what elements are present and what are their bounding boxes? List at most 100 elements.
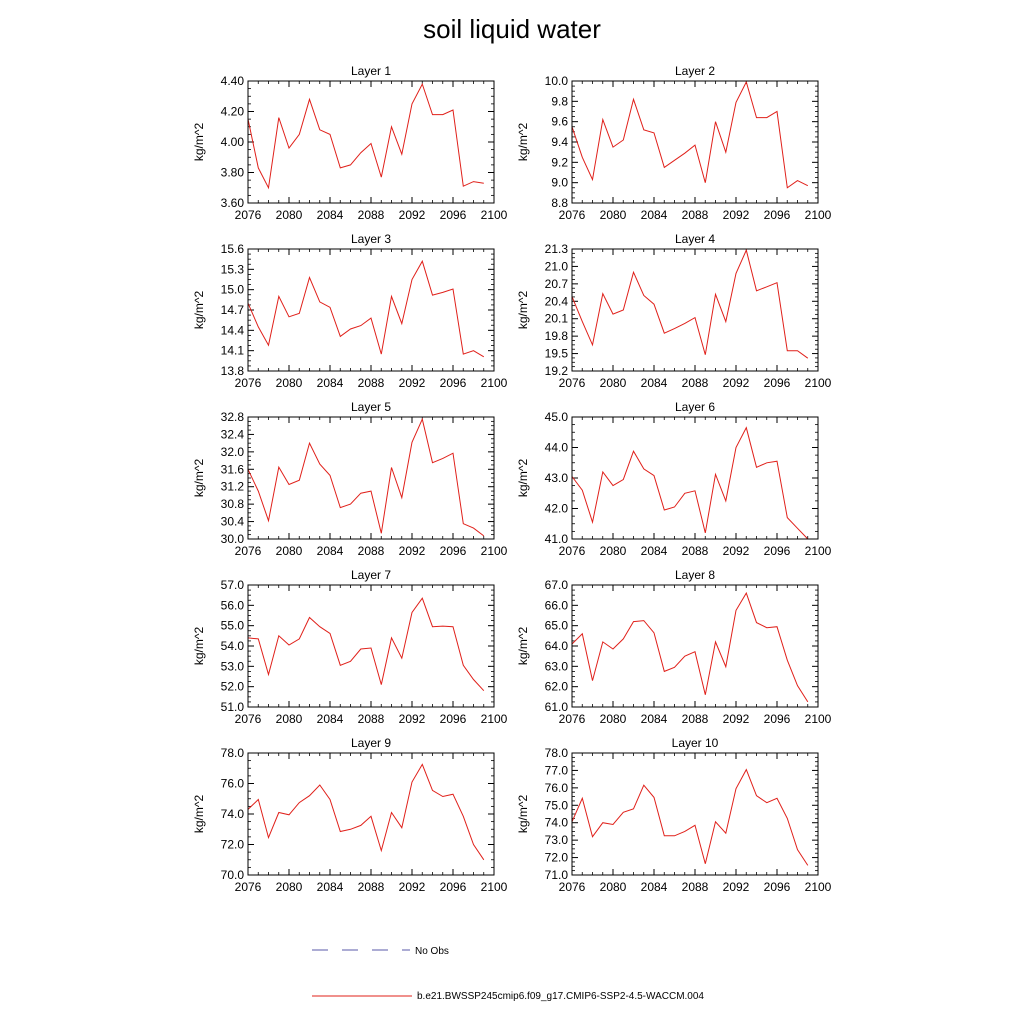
panel-title: Layer 3 bbox=[351, 232, 391, 246]
panel-title: Layer 2 bbox=[675, 64, 715, 78]
x-tick-label: 2092 bbox=[399, 376, 426, 390]
plot-frame bbox=[247, 80, 495, 204]
y-tick-label: 66.0 bbox=[545, 598, 569, 612]
y-axis-label: kg/m^2 bbox=[192, 459, 206, 498]
y-tick-label: 30.8 bbox=[221, 497, 245, 511]
y-tick-label: 64.0 bbox=[545, 639, 569, 653]
x-tick-label: 2084 bbox=[641, 712, 668, 726]
y-tick-label: 74.0 bbox=[221, 807, 245, 821]
y-axis-label: kg/m^2 bbox=[516, 627, 530, 666]
series-line bbox=[571, 591, 809, 703]
y-tick-label: 30.4 bbox=[221, 515, 245, 529]
x-tick-label: 2088 bbox=[358, 208, 385, 222]
y-tick-label: 61.0 bbox=[545, 700, 569, 714]
y-tick-label: 31.6 bbox=[221, 462, 245, 476]
y-tick-label: 45.0 bbox=[545, 410, 569, 424]
x-tick-label: 2080 bbox=[276, 712, 303, 726]
panel-title: Layer 5 bbox=[351, 400, 391, 414]
y-tick-label: 76.0 bbox=[221, 777, 245, 791]
y-tick-label: 32.0 bbox=[221, 445, 245, 459]
y-tick-label: 44.0 bbox=[545, 441, 569, 455]
x-tick-label: 2076 bbox=[559, 376, 586, 390]
x-tick-label: 2100 bbox=[805, 712, 832, 726]
y-tick-label: 19.5 bbox=[545, 347, 569, 361]
y-tick-label: 20.4 bbox=[545, 294, 569, 308]
series-line bbox=[571, 768, 809, 866]
x-tick-label: 2076 bbox=[235, 544, 262, 558]
panel-title: Layer 6 bbox=[675, 400, 715, 414]
x-tick-label: 2080 bbox=[276, 208, 303, 222]
x-tick-label: 2076 bbox=[559, 544, 586, 558]
y-tick-label: 51.0 bbox=[221, 700, 245, 714]
x-tick-label: 2080 bbox=[276, 376, 303, 390]
legend-obs-label: No Obs bbox=[415, 946, 449, 957]
x-tick-label: 2084 bbox=[317, 208, 344, 222]
y-tick-label: 52.0 bbox=[221, 680, 245, 694]
plot-frame bbox=[571, 752, 819, 876]
x-tick-label: 2100 bbox=[481, 376, 508, 390]
y-tick-label: 15.0 bbox=[221, 283, 245, 297]
panel-title: Layer 1 bbox=[351, 64, 391, 78]
x-tick-label: 2096 bbox=[764, 712, 791, 726]
series-line bbox=[247, 82, 484, 190]
x-tick-label: 2076 bbox=[559, 712, 586, 726]
y-tick-label: 15.6 bbox=[221, 242, 245, 256]
x-tick-label: 2092 bbox=[723, 376, 750, 390]
plot-frame bbox=[571, 248, 819, 372]
y-tick-label: 10.0 bbox=[545, 74, 569, 88]
y-axis-label: kg/m^2 bbox=[192, 795, 206, 834]
x-tick-label: 2096 bbox=[764, 376, 791, 390]
y-tick-label: 75.0 bbox=[545, 798, 569, 812]
plot-frame bbox=[571, 584, 819, 708]
y-axis-label: kg/m^2 bbox=[192, 291, 206, 330]
x-tick-label: 2100 bbox=[805, 544, 832, 558]
x-tick-label: 2088 bbox=[358, 712, 385, 726]
panel-layer-1: Layer 1 kg/m^2 2076 2080 2084 2088 2092 2096 210… bbox=[192, 64, 508, 222]
panel-layer-4: Layer 4 kg/m^2 2076 2080 2084 2088 2092 2096 210… bbox=[516, 232, 832, 390]
panel-title: Layer 9 bbox=[351, 736, 391, 750]
y-tick-label: 9.6 bbox=[551, 115, 568, 129]
y-tick-label: 31.2 bbox=[221, 480, 245, 494]
legend: No Obs b.e21.BWSSP245cmip6.f09_g17.CMIP6-… bbox=[312, 946, 704, 1002]
y-tick-label: 32.8 bbox=[221, 410, 245, 424]
y-tick-label: 21.3 bbox=[545, 242, 569, 256]
panel-title: Layer 10 bbox=[672, 736, 719, 750]
panel-layer-8: Layer 8 kg/m^2 2076 2080 2084 2088 2092 2096 210… bbox=[516, 568, 832, 726]
x-tick-label: 2100 bbox=[805, 880, 832, 894]
y-tick-label: 20.1 bbox=[545, 312, 569, 326]
panel-layer-3: Layer 3 kg/m^2 2076 2080 2084 2088 2092 2096 210… bbox=[192, 232, 508, 390]
x-tick-label: 2076 bbox=[559, 880, 586, 894]
panel-layer-10: Layer 10 kg/m^2 2076 2080 2084 2088 2092 2096 21… bbox=[516, 736, 832, 894]
x-tick-label: 2088 bbox=[682, 208, 709, 222]
y-tick-label: 3.60 bbox=[221, 196, 245, 210]
panel-title: Layer 8 bbox=[675, 568, 715, 582]
y-tick-label: 9.4 bbox=[551, 135, 568, 149]
y-axis-label: kg/m^2 bbox=[516, 795, 530, 834]
x-tick-label: 2100 bbox=[481, 208, 508, 222]
panel-layer-7: Layer 7 kg/m^2 2076 2080 2084 2088 2092 2096 210… bbox=[192, 568, 508, 726]
x-tick-label: 2080 bbox=[600, 376, 627, 390]
legend-model-label: b.e21.BWSSP245cmip6.f09_g17.CMIP6-SSP2-4… bbox=[417, 991, 704, 1002]
plot-frame bbox=[247, 584, 495, 708]
panel-layer-6: Layer 6 kg/m^2 2076 2080 2084 2088 2092 2096 210… bbox=[516, 400, 832, 558]
y-tick-label: 43.0 bbox=[545, 471, 569, 485]
x-tick-label: 2084 bbox=[317, 376, 344, 390]
y-tick-label: 20.7 bbox=[545, 277, 569, 291]
x-tick-label: 2092 bbox=[723, 208, 750, 222]
chart-title: soil liquid water bbox=[423, 14, 601, 44]
x-tick-label: 2096 bbox=[764, 544, 791, 558]
y-tick-label: 56.0 bbox=[221, 598, 245, 612]
x-tick-label: 2088 bbox=[682, 712, 709, 726]
x-tick-label: 2096 bbox=[440, 208, 467, 222]
y-tick-label: 76.0 bbox=[545, 781, 569, 795]
x-tick-label: 2084 bbox=[641, 544, 668, 558]
panel-layer-5: Layer 5 kg/m^2 2076 2080 2084 2088 2092 2096 210… bbox=[192, 400, 508, 558]
y-tick-label: 9.2 bbox=[551, 155, 568, 169]
x-tick-label: 2088 bbox=[682, 544, 709, 558]
y-axis-label: kg/m^2 bbox=[192, 627, 206, 666]
x-tick-label: 2076 bbox=[235, 712, 262, 726]
y-tick-label: 71.0 bbox=[545, 868, 569, 882]
y-tick-label: 4.40 bbox=[221, 74, 245, 88]
y-tick-label: 3.80 bbox=[221, 166, 245, 180]
y-tick-label: 57.0 bbox=[221, 578, 245, 592]
